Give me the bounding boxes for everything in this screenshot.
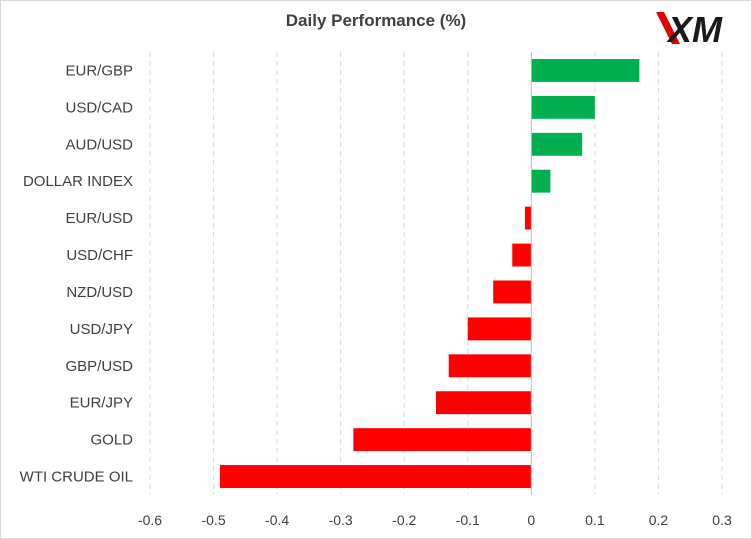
x-tick-label: -0.5 <box>201 512 225 528</box>
category-label: USD/JPY <box>70 321 133 338</box>
category-label: GOLD <box>90 432 133 449</box>
bar-nzd-usd <box>493 280 532 304</box>
category-label: NZD/USD <box>66 284 133 301</box>
x-tick-label: 0 <box>527 512 535 528</box>
x-tick-labels: -0.6 -0.5 -0.4 -0.3 -0.2 -0.1 0 0.1 0.2 0.3 <box>138 512 732 528</box>
xm-logo: XM <box>656 9 723 50</box>
bar-usd-chf <box>512 243 532 267</box>
bar-eur-usd <box>524 206 532 230</box>
x-tick-label: -0.2 <box>392 512 416 528</box>
category-label: USD/CHF <box>66 247 133 264</box>
bar-gbp-usd <box>448 354 532 378</box>
category-label: GBP/USD <box>65 358 133 375</box>
bar-aud-usd <box>531 132 583 156</box>
bar-eur-jpy <box>436 391 532 415</box>
category-label: EUR/USD <box>65 210 133 227</box>
x-tick-label: 0.2 <box>649 512 669 528</box>
bar-gold <box>353 428 532 452</box>
x-tick-label: -0.4 <box>265 512 289 528</box>
x-tick-label: 0.3 <box>712 512 732 528</box>
bar-eur-gbp <box>531 59 640 82</box>
chart-title: Daily Performance (%) <box>285 11 467 30</box>
category-label: USD/CAD <box>65 99 133 116</box>
bar-usd-jpy <box>467 317 532 341</box>
bar-wti-crude-oil <box>219 465 532 488</box>
bars <box>219 59 640 488</box>
category-label: AUD/USD <box>65 136 133 153</box>
bar-usd-cad <box>531 95 595 119</box>
x-tick-label: 0.1 <box>585 512 605 528</box>
x-tick-label: -0.1 <box>456 512 480 528</box>
gridlines <box>149 52 723 495</box>
category-labels: EUR/GBP USD/CAD AUD/USD DOLLAR INDEX EUR/USD… <box>20 62 134 485</box>
category-label: EUR/JPY <box>70 395 133 412</box>
x-tick-label: -0.3 <box>329 512 353 528</box>
category-label: WTI CRUDE OIL <box>20 469 133 486</box>
x-tick-label: -0.6 <box>138 512 162 528</box>
category-label: EUR/GBP <box>65 62 133 79</box>
svg-text:XM: XM <box>666 9 723 50</box>
category-label: DOLLAR INDEX <box>23 173 133 190</box>
bar-dollar-index <box>531 169 551 193</box>
